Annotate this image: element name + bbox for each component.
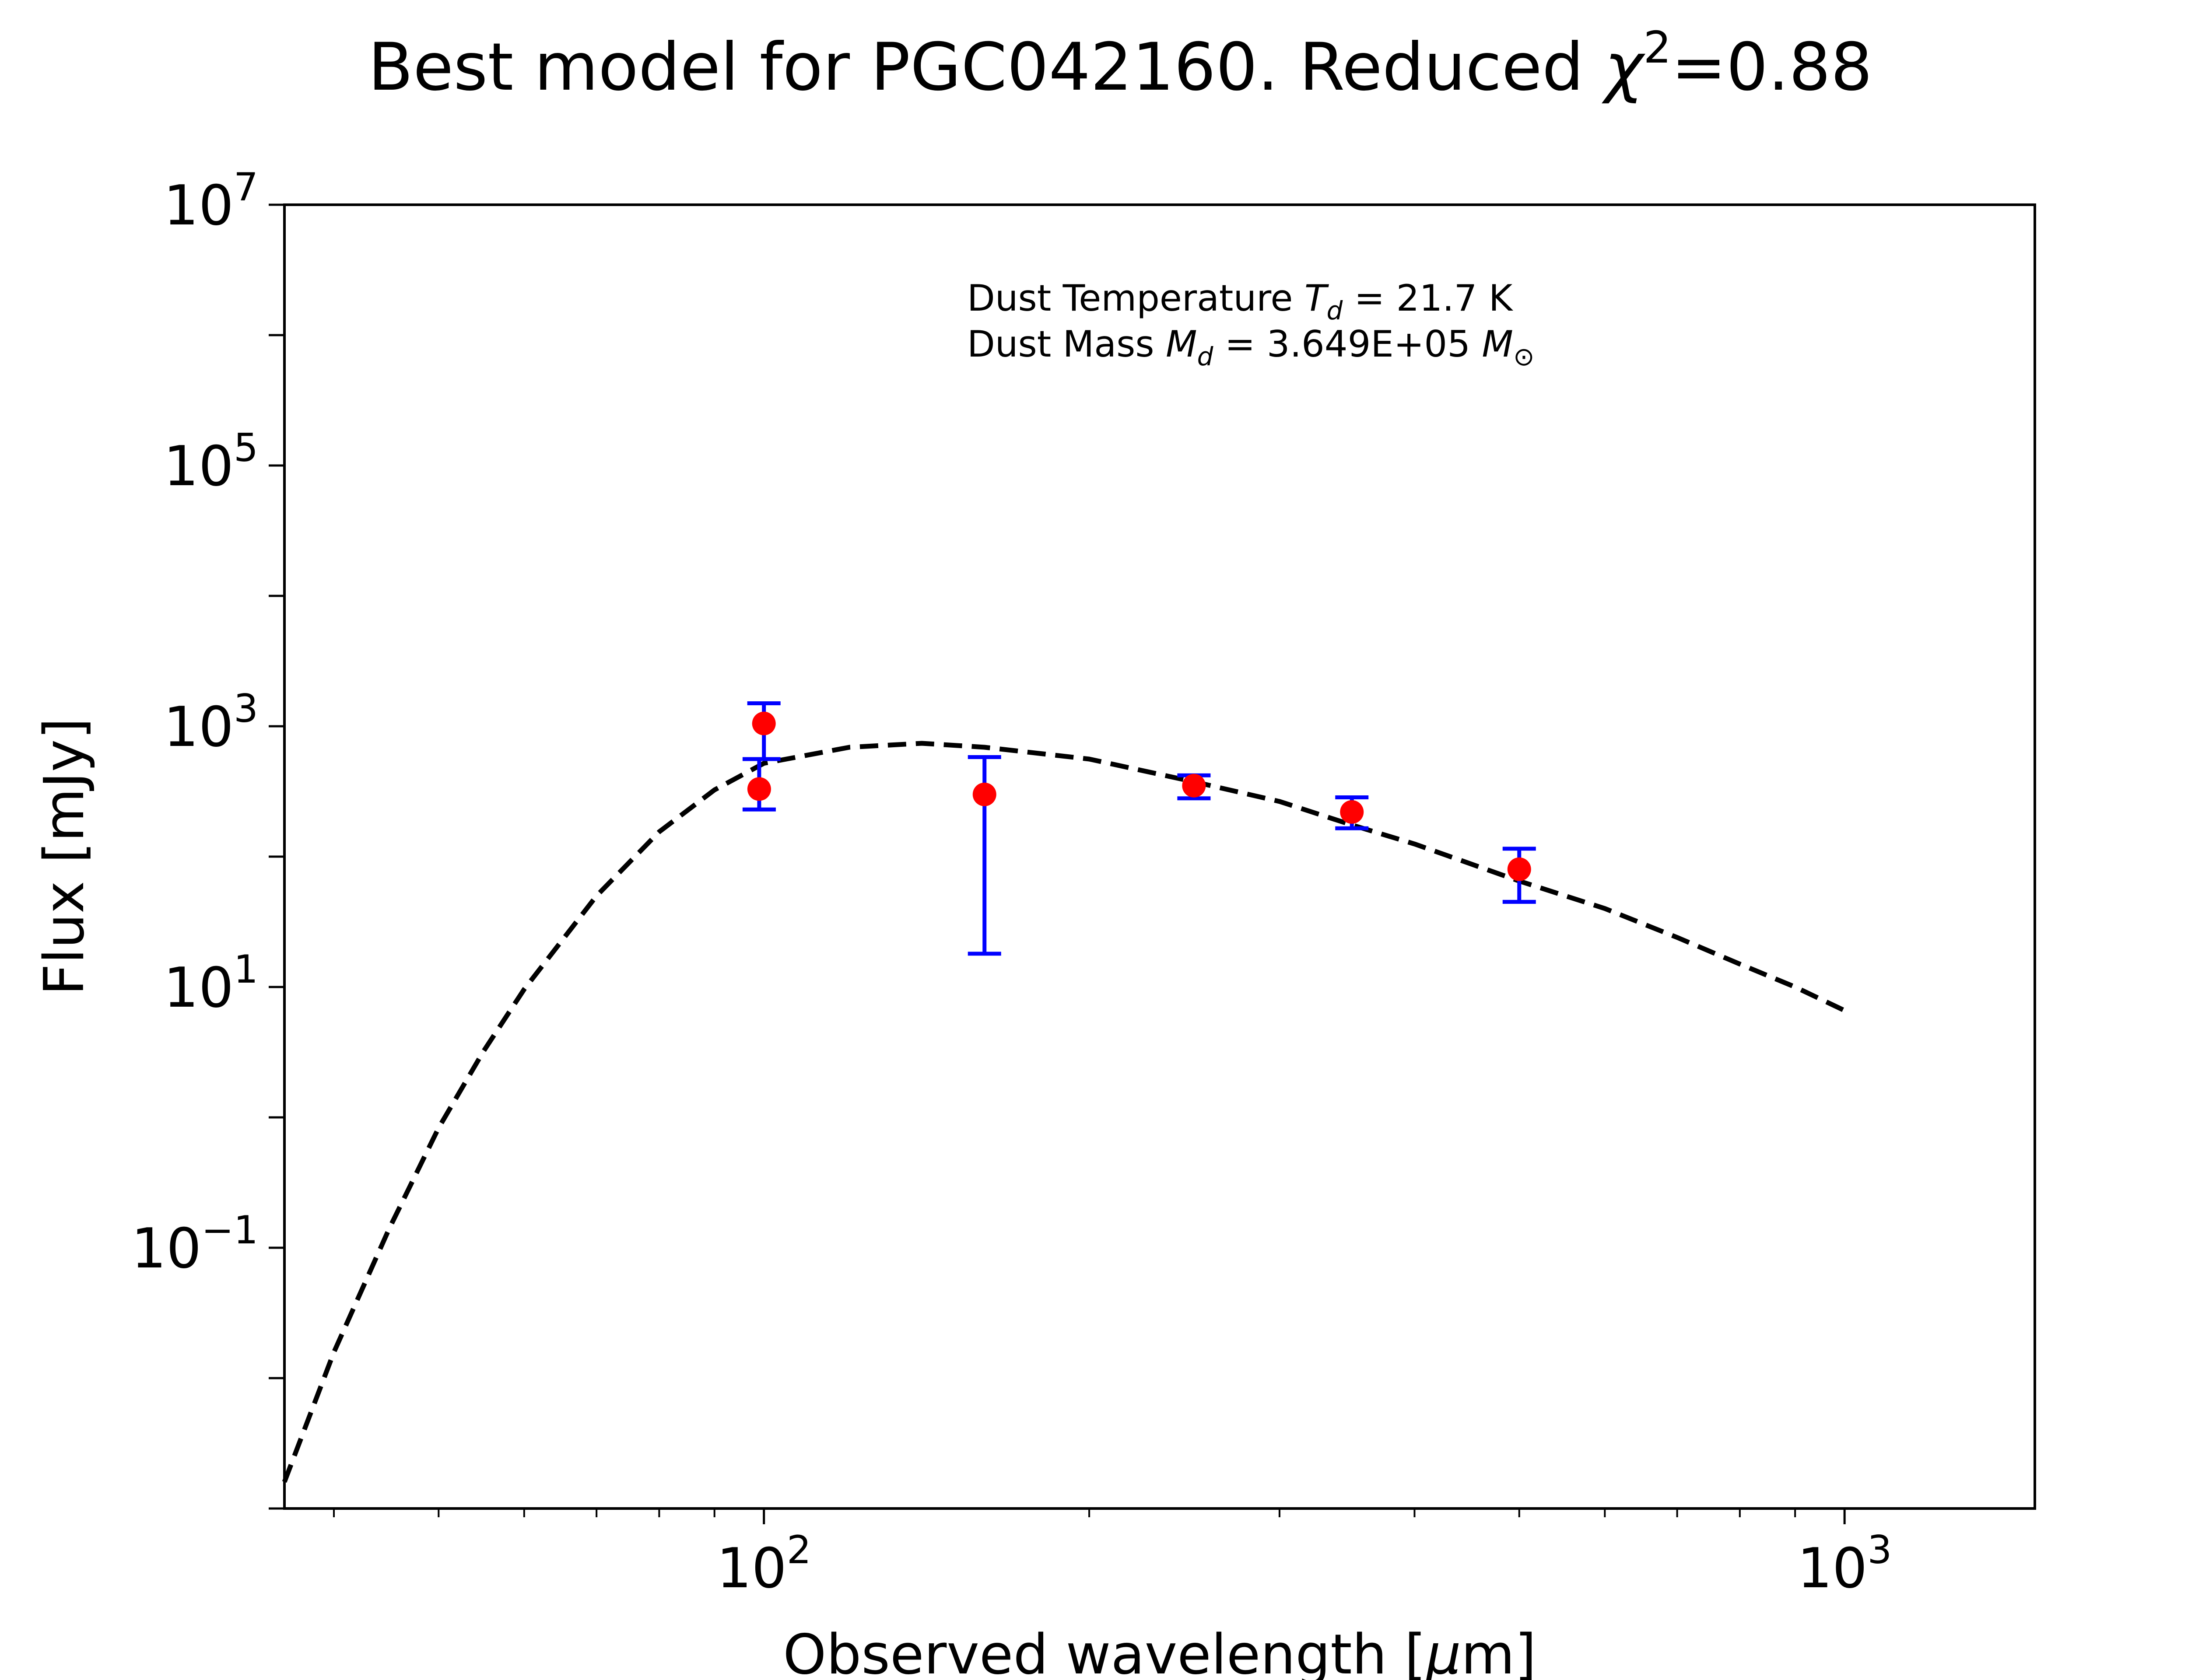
data-point-2 [752,711,776,735]
data-point-3 [972,782,996,806]
model-layer [282,741,1846,1483]
x-tick-label-1: 102 [717,1527,811,1600]
y-axis-ticks: 10−1 101 103 105 107 [131,164,284,1510]
y-tick-label-5: 107 [164,164,258,238]
dust-temperature-annotation: Dust Temperature Td = 21.7 K [967,277,1514,326]
chart-title-suffix: =0.88 [1671,29,1872,105]
dust-mass-subscript: d [1197,342,1214,371]
solar-mass-symbol: M [1482,323,1513,365]
chart-title-prefix: Best model for PGC042160. Reduced [368,29,1605,105]
data-point-4 [1182,774,1206,798]
marker-layer [747,711,1531,881]
y-tick-label-4: 105 [164,425,258,498]
dust-temperature-symbol: T [1304,277,1329,319]
dust-mass-prefix: Dust Mass [967,323,1166,365]
y-tick-label-2: 101 [164,947,258,1020]
dust-mass-annotation: Dust Mass Md = 3.649E+05 M⊙ [967,323,1535,371]
x-tick-label-2: 103 [1797,1527,1892,1600]
y-axis-label: Flux [mJy] [32,718,96,996]
errorbar-layer [742,701,1536,956]
dust-mass-symbol: M [1166,323,1197,365]
x-axis-label: Observed wavelength [μm] [783,1622,1536,1680]
x-axis-label-suffix: m] [1461,1622,1536,1680]
chart-title: Best model for PGC042160. Reduced χ2=0.8… [368,22,1872,105]
solar-mass-subscript: ⊙ [1513,342,1535,371]
y-tick-label-3: 103 [164,686,258,759]
dust-temperature-subscript: d [1327,296,1343,326]
data-point-1 [747,777,771,801]
dust-mass-value: = 3.649E+05 [1213,323,1482,365]
model-curve [282,741,1846,1483]
x-axis-label-prefix: Observed wavelength [ [783,1622,1426,1680]
dust-temperature-prefix: Dust Temperature [967,277,1304,319]
chart-title-superscript: 2 [1644,22,1672,73]
x-axis-label-symbol: μ [1425,1622,1461,1680]
data-point-5 [1340,800,1364,824]
chart-title-symbol: χ [1602,29,1646,105]
dust-temperature-suffix: = 21.7 K [1343,277,1513,319]
plot-frame [283,203,2036,1510]
y-tick-label-1: 10−1 [131,1208,258,1281]
data-point-6 [1507,857,1531,881]
x-axis-ticks: 102 103 [333,1508,1892,1600]
